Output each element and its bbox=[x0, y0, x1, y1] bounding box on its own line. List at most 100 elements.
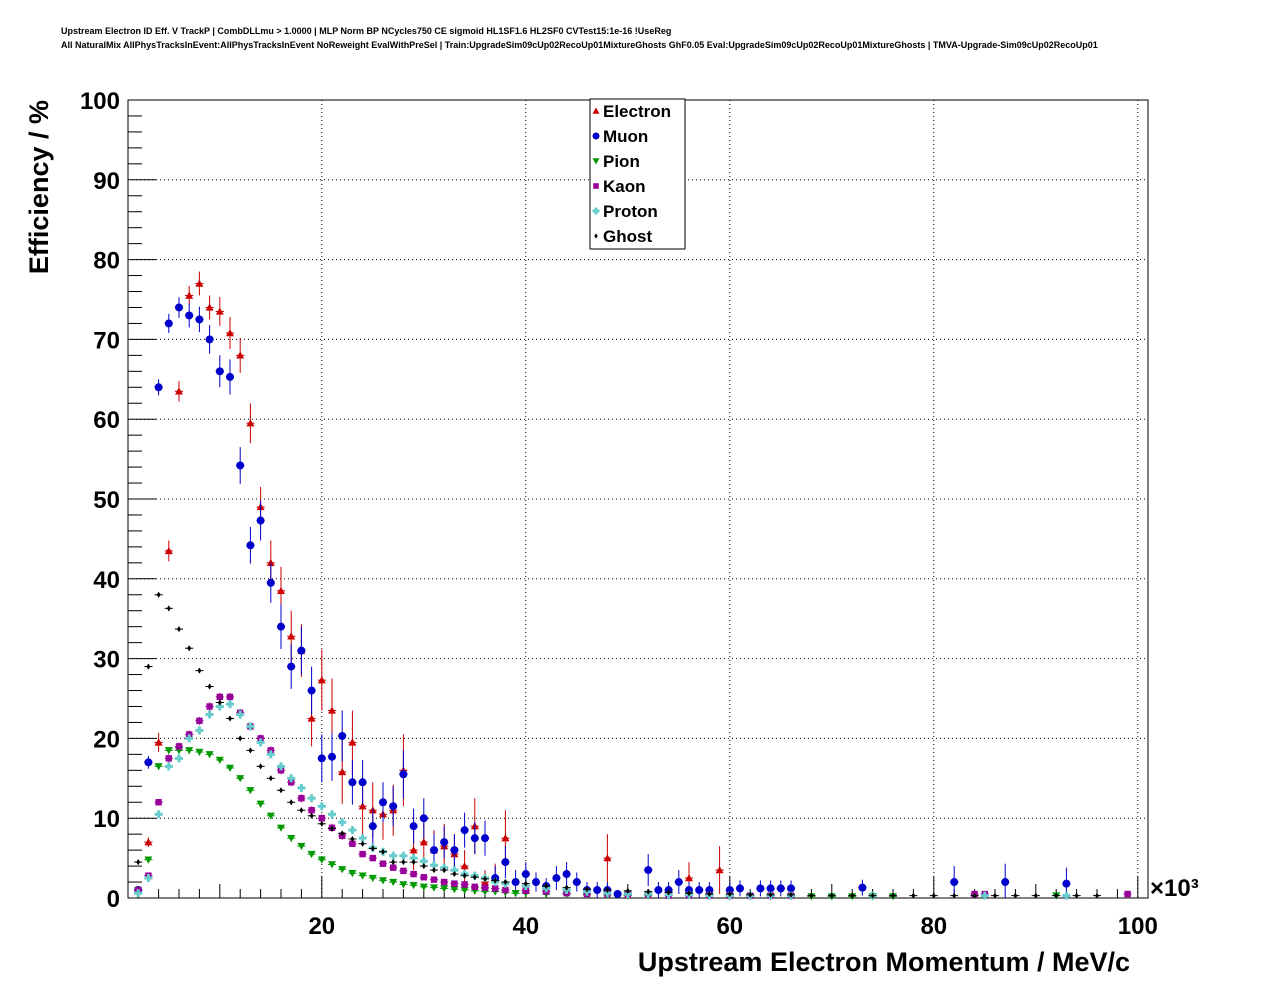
data-point-proton bbox=[358, 834, 367, 843]
data-point-proton bbox=[205, 710, 214, 719]
data-point-electron bbox=[144, 838, 153, 846]
data-point-ghost bbox=[564, 884, 569, 891]
data-point-proton bbox=[246, 722, 255, 731]
data-point-muon bbox=[236, 461, 245, 470]
data-point-ghost bbox=[136, 859, 141, 866]
data-point-ghost bbox=[523, 880, 528, 887]
data-point-muon bbox=[685, 886, 693, 895]
data-point-ghost bbox=[993, 892, 997, 899]
data-point-muon bbox=[389, 802, 398, 811]
data-point-pion bbox=[409, 882, 418, 890]
data-point-electron bbox=[338, 767, 347, 776]
data-point-muon bbox=[266, 578, 275, 587]
data-point-pion bbox=[144, 856, 153, 864]
data-point-kaon bbox=[175, 743, 183, 750]
data-point-pion bbox=[195, 748, 204, 756]
data-point-ghost bbox=[299, 807, 304, 814]
data-point-muon bbox=[481, 834, 489, 843]
data-point-muon bbox=[552, 874, 561, 883]
legend-label: Pion bbox=[603, 152, 640, 171]
data-point-muon bbox=[776, 884, 785, 893]
x-tick-label: 60 bbox=[716, 913, 743, 940]
data-point-ghost bbox=[768, 891, 773, 898]
data-point-ghost bbox=[177, 626, 181, 633]
data-point-pion bbox=[266, 812, 275, 820]
data-point-pion bbox=[246, 787, 255, 795]
data-point-pion bbox=[317, 856, 326, 864]
legend: Electron Muon Pion Kaon Proton Ghost bbox=[589, 98, 686, 250]
legend-marker bbox=[593, 183, 599, 189]
data-point-electron bbox=[317, 676, 326, 684]
data-point-ghost bbox=[411, 859, 416, 866]
data-point-pion bbox=[154, 763, 163, 771]
data-point-electron bbox=[164, 546, 173, 555]
data-point-electron bbox=[185, 291, 194, 299]
data-point-kaon bbox=[165, 755, 172, 762]
data-point-kaon bbox=[471, 883, 478, 891]
data-point-ghost bbox=[330, 825, 334, 832]
data-point-kaon bbox=[379, 860, 387, 867]
data-point-ghost bbox=[238, 735, 243, 742]
x-tick-label: 100 bbox=[1118, 913, 1158, 940]
data-point-kaon bbox=[308, 807, 315, 814]
data-point-proton bbox=[266, 750, 275, 759]
data-point-ghost bbox=[503, 879, 508, 886]
data-point-proton bbox=[317, 802, 326, 811]
data-point-proton bbox=[134, 889, 143, 898]
data-point-muon bbox=[736, 884, 744, 893]
data-point-muon bbox=[317, 754, 326, 763]
data-point-ghost bbox=[207, 683, 212, 690]
data-point-kaon bbox=[349, 840, 356, 847]
data-point-electron bbox=[226, 329, 234, 337]
data-point-ghost bbox=[605, 887, 610, 894]
data-point-muon bbox=[144, 758, 153, 767]
data-point-kaon bbox=[522, 887, 529, 895]
legend-label: Muon bbox=[603, 127, 648, 146]
data-point-muon bbox=[164, 319, 173, 328]
data-point-muon bbox=[358, 778, 367, 787]
data-point-proton bbox=[256, 738, 265, 747]
data-point-muon bbox=[787, 884, 795, 893]
data-point-pion bbox=[511, 890, 520, 898]
data-point-electron bbox=[287, 632, 296, 640]
data-point-kaon bbox=[451, 880, 458, 887]
data-point-muon bbox=[674, 878, 683, 887]
series-ghost bbox=[134, 591, 1102, 899]
data-point-electron bbox=[328, 706, 336, 714]
data-point-electron bbox=[603, 854, 612, 862]
data-point-ghost bbox=[289, 799, 294, 806]
data-point-electron bbox=[277, 586, 285, 594]
data-point-pion bbox=[307, 850, 316, 859]
data-point-pion bbox=[419, 883, 428, 891]
legend-label: Electron bbox=[603, 102, 671, 121]
data-point-electron bbox=[266, 558, 275, 567]
data-point-ghost bbox=[952, 892, 957, 899]
data-point-ghost bbox=[187, 645, 192, 652]
y-tick-label: 20 bbox=[93, 726, 120, 753]
data-point-muon bbox=[297, 646, 306, 655]
data-point-muon bbox=[348, 778, 357, 787]
data-point-ghost bbox=[381, 848, 385, 855]
y-tick-label: 90 bbox=[93, 168, 120, 195]
data-point-pion bbox=[389, 878, 398, 887]
data-point-proton bbox=[287, 774, 296, 783]
y-axis-title: Efficiency / % bbox=[24, 100, 54, 274]
data-point-muon bbox=[307, 686, 316, 695]
data-point-proton bbox=[409, 854, 418, 863]
data-point-kaon bbox=[502, 886, 509, 894]
data-point-ghost bbox=[666, 889, 671, 896]
data-point-ghost bbox=[931, 892, 936, 899]
data-point-kaon bbox=[216, 693, 223, 701]
data-point-ghost bbox=[1033, 892, 1038, 899]
data-point-pion bbox=[236, 775, 245, 783]
legend-marker bbox=[594, 233, 598, 239]
data-point-ghost bbox=[248, 747, 253, 754]
data-point-ghost bbox=[391, 859, 396, 866]
data-point-pion bbox=[348, 870, 357, 878]
data-point-proton bbox=[389, 851, 398, 860]
data-point-pion bbox=[328, 861, 336, 869]
data-point-muon bbox=[654, 886, 663, 895]
data-point-ghost bbox=[217, 699, 222, 706]
data-point-muon bbox=[399, 770, 408, 779]
data-point-electron bbox=[307, 714, 316, 722]
